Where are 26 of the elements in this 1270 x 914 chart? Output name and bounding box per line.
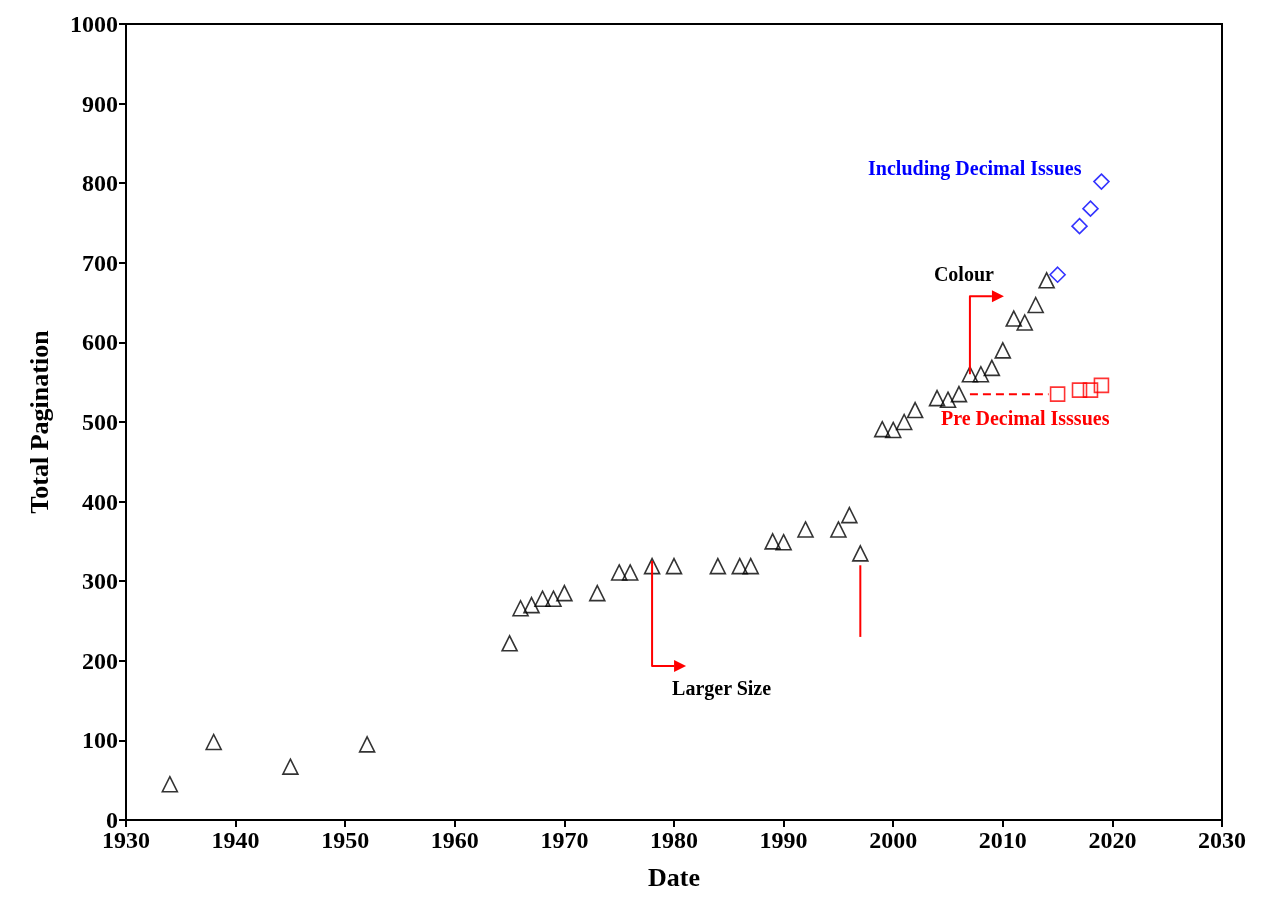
series-label: Including Decimal Issues <box>868 156 1082 180</box>
x-tick-label: 1940 <box>211 827 260 853</box>
y-tick-label: 200 <box>82 647 118 674</box>
x-tick-label: 1950 <box>321 827 370 853</box>
y-axis-title: Total Pagination <box>24 329 54 514</box>
legend-label: Pre Decimal Isssues <box>940 407 1110 430</box>
annotation: Larger Size <box>672 677 772 701</box>
y-tick-label: 300 <box>82 568 118 595</box>
x-tick-label: 2010 <box>978 827 1027 853</box>
y-tick-label: 1000 <box>70 11 118 37</box>
x-tick-label: 1970 <box>540 827 589 853</box>
x-tick-label: 2000 <box>869 827 918 853</box>
y-tick-label: 500 <box>82 409 118 435</box>
y-tick-label: 100 <box>82 727 118 754</box>
y-tick-label: 900 <box>82 90 118 117</box>
y-tick-label: 700 <box>82 249 118 276</box>
x-tick-label: 2030 <box>1198 827 1246 853</box>
x-tick-label: 1960 <box>430 827 479 853</box>
x-tick-label: 2020 <box>1088 827 1137 853</box>
y-tick-label: 600 <box>82 329 118 356</box>
annotation: Colour <box>933 263 995 286</box>
y-tick-label: 800 <box>82 170 118 197</box>
x-tick-label: 1990 <box>759 827 808 853</box>
x-axis-title: Date <box>648 862 700 892</box>
y-tick-label: 400 <box>82 488 118 515</box>
x-tick-label: 1980 <box>650 827 698 853</box>
